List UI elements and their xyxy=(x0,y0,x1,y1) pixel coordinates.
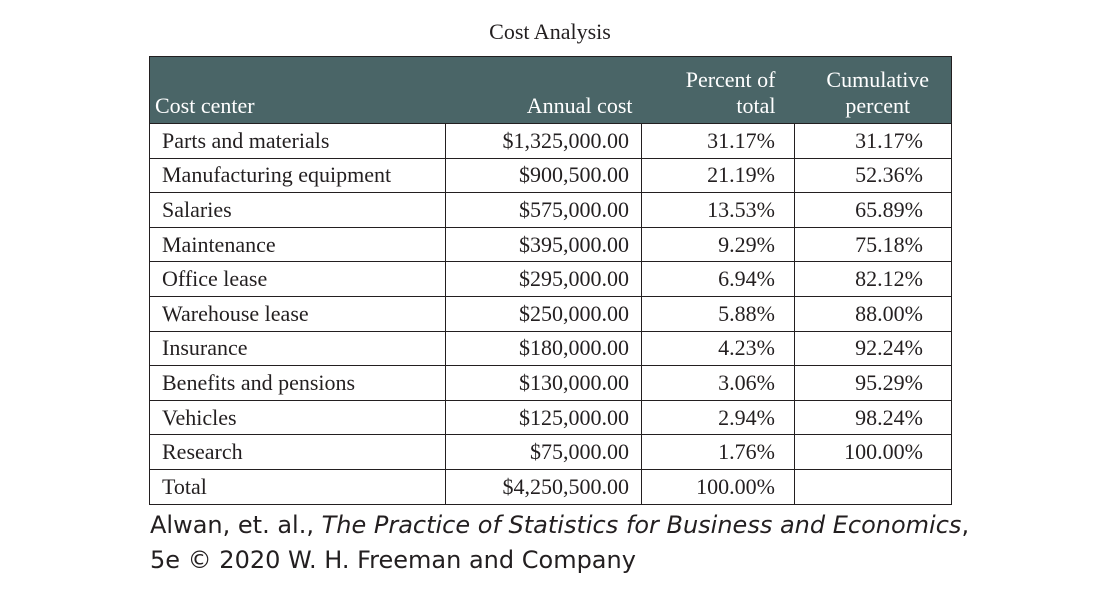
credit-edition: 5e © 2020 W. H. Freeman and Company xyxy=(150,546,636,574)
table-header-row: Cost center Annual cost Percent of total… xyxy=(149,56,952,124)
table-row: Insurance $180,000.00 4.23% 92.24% xyxy=(149,330,952,367)
source-credit: Alwan, et. al., The Practice of Statisti… xyxy=(150,508,969,578)
cell-annual-cost: $395,000.00 xyxy=(445,226,642,263)
cell-percent-of-total: 2.94% xyxy=(641,399,795,436)
table-row: Research $75,000.00 1.76% 100.00% xyxy=(149,434,952,470)
table-row: Benefits and pensions $130,000.00 3.06% 95.… xyxy=(149,365,952,401)
cell-cumulative-percent: 75.18% xyxy=(794,226,952,263)
cell-cumulative-percent: 100.00% xyxy=(794,434,952,470)
header-cumulative-percent: Cumulative percent xyxy=(794,56,952,124)
cell-annual-cost: $4,250,500.00 xyxy=(445,468,642,505)
cell-cost-center: Insurance xyxy=(149,330,446,367)
header-percent-of-total: Percent of total xyxy=(641,56,795,124)
cell-cost-center: Research xyxy=(149,434,446,470)
table-row: Parts and materials $1,325,000.00 31.17% 31… xyxy=(149,123,952,159)
cell-cumulative-percent xyxy=(794,468,952,505)
cell-cumulative-percent: 82.12% xyxy=(794,261,952,297)
cell-percent-of-total: 6.94% xyxy=(641,261,795,297)
cost-analysis-table: Cost center Annual cost Percent of total… xyxy=(149,56,952,505)
cell-percent-of-total: 4.23% xyxy=(641,330,795,367)
cell-annual-cost: $130,000.00 xyxy=(445,365,642,401)
cell-annual-cost: $250,000.00 xyxy=(445,295,642,332)
credit-book-title: The Practice of Statistics for Business … xyxy=(321,511,962,539)
table-row: Vehicles $125,000.00 2.94% 98.24% xyxy=(149,399,952,436)
credit-comma: , xyxy=(961,511,970,539)
cell-annual-cost: $295,000.00 xyxy=(445,261,642,297)
credit-authors: Alwan, et. al., xyxy=(150,511,322,539)
cell-cumulative-percent: 31.17% xyxy=(794,123,952,159)
cell-cost-center: Warehouse lease xyxy=(149,295,446,332)
cell-percent-of-total: 9.29% xyxy=(641,226,795,263)
cell-cumulative-percent: 65.89% xyxy=(794,192,952,228)
cell-annual-cost: $575,000.00 xyxy=(445,192,642,228)
table-row: Maintenance $395,000.00 9.29% 75.18% xyxy=(149,226,952,263)
table-title: Cost Analysis xyxy=(489,19,611,44)
cell-percent-of-total: 31.17% xyxy=(641,123,795,159)
table-row: Salaries $575,000.00 13.53% 65.89% xyxy=(149,192,952,228)
cell-percent-of-total: 21.19% xyxy=(641,157,795,194)
cell-annual-cost: $900,500.00 xyxy=(445,157,642,194)
table-row: Warehouse lease $250,000.00 5.88% 88.00% xyxy=(149,295,952,332)
cell-cost-center: Benefits and pensions xyxy=(149,365,446,401)
total-row: Total $4,250,500.00 100.00% xyxy=(149,468,952,505)
cell-percent-of-total: 100.00% xyxy=(641,468,795,505)
cell-annual-cost: $180,000.00 xyxy=(445,330,642,367)
cell-percent-of-total: 3.06% xyxy=(641,365,795,401)
cell-cost-center: Total xyxy=(149,468,446,505)
cell-cumulative-percent: 92.24% xyxy=(794,330,952,367)
cell-cost-center: Vehicles xyxy=(149,399,446,436)
cell-cumulative-percent: 52.36% xyxy=(794,157,952,194)
cell-cumulative-percent: 98.24% xyxy=(794,399,952,436)
cell-percent-of-total: 1.76% xyxy=(641,434,795,470)
cell-cumulative-percent: 88.00% xyxy=(794,295,952,332)
cell-cost-center: Salaries xyxy=(149,192,446,228)
cell-cumulative-percent: 95.29% xyxy=(794,365,952,401)
cell-cost-center: Office lease xyxy=(149,261,446,297)
cell-cost-center: Parts and materials xyxy=(149,123,446,159)
cell-annual-cost: $75,000.00 xyxy=(445,434,642,470)
header-cost-center: Cost center xyxy=(149,56,446,124)
table-row: Office lease $295,000.00 6.94% 82.12% xyxy=(149,261,952,297)
table-row: Manufacturing equipment $900,500.00 21.19%… xyxy=(149,157,952,194)
cell-cost-center: Maintenance xyxy=(149,226,446,263)
cell-annual-cost: $125,000.00 xyxy=(445,399,642,436)
credit-line-1: Alwan, et. al., The Practice of Statisti… xyxy=(150,508,969,543)
cell-annual-cost: $1,325,000.00 xyxy=(445,123,642,159)
cell-cost-center: Manufacturing equipment xyxy=(149,157,446,194)
cell-percent-of-total: 5.88% xyxy=(641,295,795,332)
cell-percent-of-total: 13.53% xyxy=(641,192,795,228)
header-annual-cost: Annual cost xyxy=(445,56,642,124)
